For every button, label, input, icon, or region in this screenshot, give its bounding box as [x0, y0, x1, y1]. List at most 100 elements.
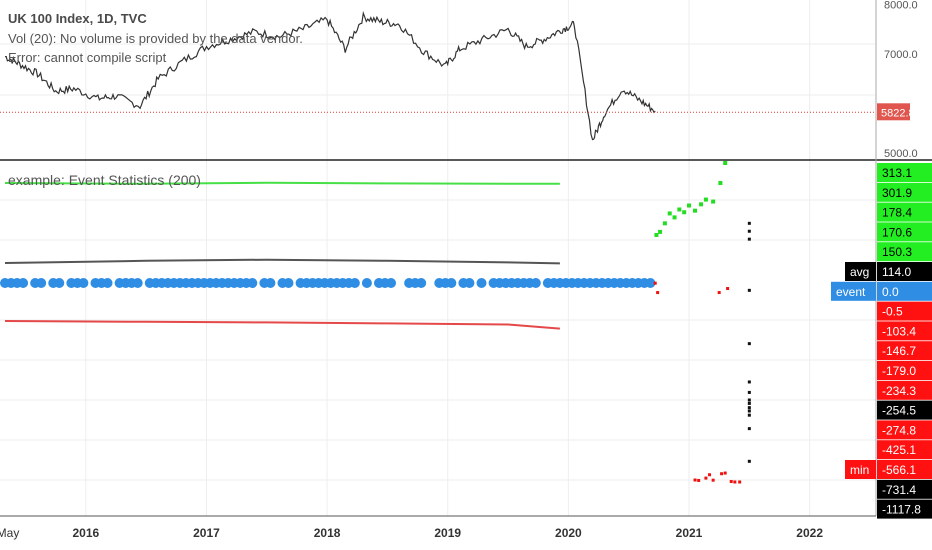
event-axis-label: -254.5 [882, 404, 916, 418]
last-price-tag [877, 103, 910, 121]
event-dot [265, 278, 276, 288]
series-tag-label: min [850, 463, 869, 477]
event-axis-label: -179.0 [882, 364, 916, 378]
event-axis-label: 170.6 [882, 225, 912, 239]
event-dot [361, 278, 372, 288]
negative-markers [653, 281, 742, 484]
positive-marker [662, 221, 667, 226]
event-axis-tag [877, 479, 932, 499]
event-axis-label: -0.5 [882, 305, 903, 319]
positive-marker [672, 215, 677, 220]
positive-marker [699, 202, 704, 207]
black-marker [747, 459, 751, 463]
event-axis-tag [877, 182, 932, 202]
positive-marker [667, 211, 672, 216]
negative-marker [717, 291, 721, 295]
negative-marker [697, 478, 701, 482]
event-dots [0, 278, 656, 288]
negative-marker [653, 281, 657, 285]
grid-lines [0, 0, 876, 516]
event-axis-label: 178.4 [882, 206, 912, 220]
event-dot [283, 278, 294, 288]
x-tick-label: 2019 [434, 526, 461, 540]
negative-marker [693, 478, 697, 482]
event-axis-tag [877, 301, 932, 321]
event-dot [36, 278, 47, 288]
series-tag-min [845, 460, 876, 479]
event-axis-label: 313.1 [882, 166, 912, 180]
event-axis-label: 150.3 [882, 245, 912, 259]
black-marker [747, 380, 751, 384]
event-axis-tag [877, 222, 932, 242]
black-marker [747, 409, 751, 413]
positive-marker [693, 208, 698, 213]
event-dot [416, 278, 427, 288]
event-axis-label: 301.9 [882, 186, 912, 200]
event-axis-label: -234.3 [882, 384, 916, 398]
error-message: Error: cannot compile script [8, 50, 167, 65]
x-tick-label: 2021 [676, 526, 703, 540]
negative-marker [729, 479, 733, 483]
price-series-line [5, 10, 656, 141]
event-axis-label: 0.0 [882, 285, 899, 299]
event-axis-tag [877, 242, 932, 262]
event-axis-tag [877, 163, 932, 182]
event-dot [464, 278, 475, 288]
positive-marker [687, 203, 692, 208]
x-tick-label: 2022 [796, 526, 823, 540]
negative-marker [738, 480, 742, 484]
black-marker [747, 221, 751, 225]
event-axis-label: -146.7 [882, 344, 916, 358]
x-tick-label: 2017 [193, 526, 220, 540]
lower-band-line [4, 320, 560, 330]
positive-marker [711, 199, 716, 204]
avg-line [4, 258, 560, 265]
x-tick-label: May [0, 526, 19, 540]
event-axis-tag [877, 400, 932, 420]
negative-marker [708, 473, 712, 477]
x-tick-label: 2016 [72, 526, 99, 540]
black-marker [747, 398, 751, 402]
event-axis-label: -103.4 [882, 324, 916, 338]
event-dot [476, 278, 487, 288]
event-dot [102, 278, 113, 288]
series-tag-avg [845, 262, 876, 281]
event-dot [247, 278, 258, 288]
event-axis-tag [877, 202, 932, 222]
black-marker [747, 413, 751, 417]
volume-note: Vol (20): No volume is provided by the d… [8, 31, 303, 46]
black-marker [747, 427, 751, 431]
series-tag-event [831, 281, 876, 301]
event-axis-tag [877, 341, 932, 361]
price-tick-label: 5000.0 [884, 148, 918, 160]
negative-marker [720, 472, 724, 476]
positive-marker [682, 210, 687, 215]
event-axis-tag [877, 321, 932, 341]
event-axis-label: -731.4 [882, 483, 916, 497]
positive-marker [718, 181, 723, 185]
series-tag-label: avg [850, 265, 869, 279]
event-dot [132, 278, 143, 288]
symbol-title: UK 100 Index, 1D, TVC [8, 11, 147, 26]
negative-marker [726, 287, 730, 291]
event-dot [645, 278, 656, 288]
indicator-title: example: Event Statistics (200) [8, 172, 201, 188]
black-marker [747, 237, 751, 241]
event-dot [530, 278, 541, 288]
positive-marker [654, 232, 659, 237]
upper-band-line [4, 181, 560, 185]
black-marker [747, 401, 751, 405]
black-marker [747, 406, 751, 410]
black-markers [747, 221, 751, 463]
event-dot [349, 278, 360, 288]
event-axis-label: -1117.8 [882, 503, 921, 517]
event-dot [446, 278, 457, 288]
event-dot [78, 278, 89, 288]
series-tag-label: event [836, 285, 866, 299]
event-axis-tag [877, 281, 932, 301]
negative-marker [733, 480, 737, 484]
negative-marker [723, 471, 727, 475]
positive-marker [703, 197, 708, 202]
x-tick-label: 2020 [555, 526, 582, 540]
